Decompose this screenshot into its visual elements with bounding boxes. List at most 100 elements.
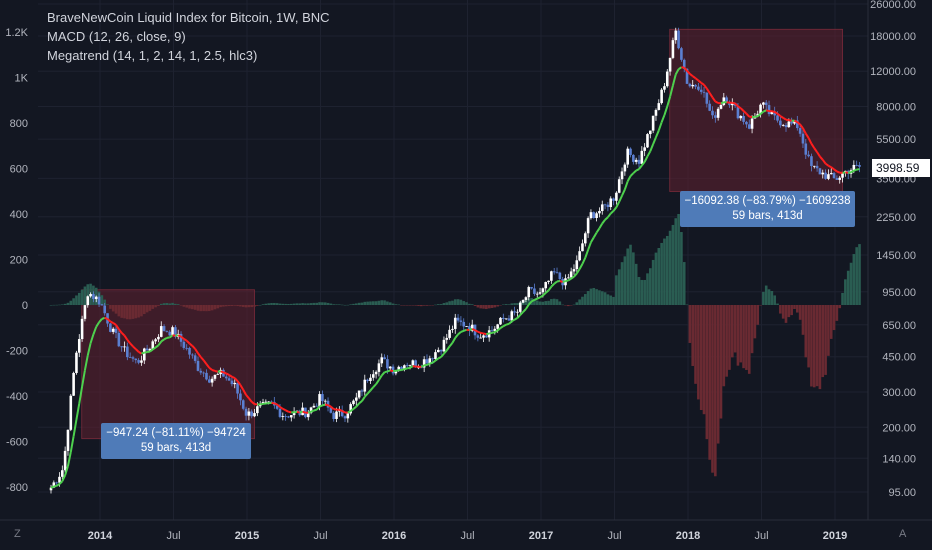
candle-body [131,357,135,359]
candle-body [649,130,652,135]
candle-body [547,280,550,283]
candle-body [852,164,856,171]
candle-body [657,103,661,110]
megatrend-segment [426,362,431,366]
megatrend-segment [463,328,467,332]
megatrend-segment [271,401,275,405]
megatrend-segment [522,308,527,313]
macd-bar [275,303,279,305]
megatrend-segment [115,324,120,330]
candle-body [541,288,545,293]
megatrend-segment [663,106,669,116]
macd-bar [380,300,384,305]
candle-body [414,360,417,368]
candle-body [86,296,90,306]
candles [49,27,861,494]
candle-body [490,330,494,332]
megatrend-segment [141,351,145,355]
macd-bar [821,305,825,378]
megatrend-segment [499,325,504,329]
megatrend-segment [302,410,306,414]
macd-bar [493,305,497,308]
candle-body [747,124,751,129]
macd-bar [598,290,601,305]
candle-body [196,360,200,371]
macd-bar [773,295,776,305]
macd-bar [241,305,245,307]
macd-tick-label: 200 [10,255,28,267]
macd-bar [691,305,695,366]
candle-body [256,406,259,414]
macd-bar [52,304,56,306]
candle-body [711,110,714,116]
macd-bar [824,305,827,375]
candle-body [287,416,290,418]
candle-body [352,400,355,405]
megatrend-segment [92,326,98,335]
megatrend-segment [251,401,256,405]
macd-bar [637,276,641,305]
megatrend-segment [429,361,433,365]
candle-body [391,366,395,374]
megatrend-segment [692,75,697,80]
timezone-button[interactable]: Z [14,528,21,540]
candle-body [702,91,706,93]
macd-bar [363,301,367,305]
macd-bar [818,305,822,390]
megatrend-segment [149,348,154,353]
candle-body [544,282,548,289]
macd-bar [844,279,847,305]
candle-body [634,159,638,162]
candle-body [671,40,675,58]
auto-scale-button[interactable]: A [899,528,907,540]
candle-body [428,358,432,364]
measure-label-line1: −947.24 (−81.11%) −94724 [106,427,246,439]
megatrend-segment [123,335,129,341]
macd-bar [374,301,378,305]
macd-bar [233,305,237,306]
candle-body [275,405,279,409]
candle-body [69,395,73,430]
macd-bar [564,305,567,306]
macd-bar [185,305,188,308]
macd-bar [781,305,785,319]
megatrend-segment [401,368,405,372]
macd-bar [459,299,463,305]
macd-bar [261,304,265,305]
megatrend-segment [618,195,623,203]
candle-body [603,204,607,206]
macd-bar [63,303,67,305]
macd-bar [849,262,853,305]
macd-bar [595,289,598,305]
megatrend-segment [364,392,369,398]
macd-bar [182,305,186,307]
candle-body [292,411,296,416]
macd-bar [154,305,157,308]
candle-body [714,115,717,118]
macd-bar [292,303,296,305]
macd-bar [126,305,129,320]
megatrend-segment [81,370,86,387]
price-tick-label: 950.00 [882,287,916,299]
candle-body [699,89,703,92]
megatrend-segment [598,223,604,229]
candle-body [663,86,666,90]
megatrend-segment [483,332,487,336]
candle-body [202,372,205,374]
megatrend-segment [58,480,64,485]
megatrend-segment [550,283,555,288]
macd-bar [157,305,160,306]
megatrend-segment [779,115,784,119]
megatrend-segment [369,386,375,392]
macd-bar [131,305,135,319]
macd-tick-label: 1K [15,73,29,85]
candle-body [776,115,779,121]
candle-body [298,410,302,416]
candle-body [694,84,697,87]
measure-label-line1: −16092.38 (−83.79%) −1609238 [684,195,851,207]
megatrend-segment [387,369,391,373]
macd-bar [606,294,610,305]
time-tick-label: 2014 [88,530,113,542]
candle-body [72,372,75,396]
megatrend-segment [118,328,123,334]
